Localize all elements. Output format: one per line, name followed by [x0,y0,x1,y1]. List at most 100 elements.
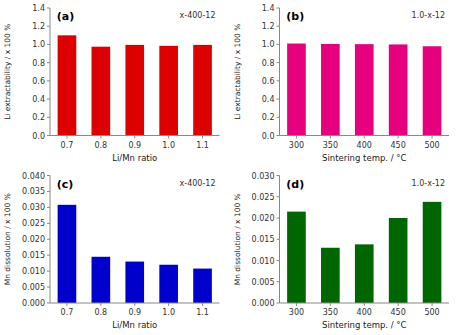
y-tick-label: 0.8 [32,59,45,68]
panel-label: (b) [286,10,304,23]
x-tick [100,136,101,139]
y-tick [277,175,280,176]
y-tick-label: 1.4 [262,4,275,13]
y-axis-line [279,8,280,136]
y-tick [47,191,50,192]
y-tick-label: 0.8 [262,59,275,68]
bar [321,44,340,136]
x-tick [66,303,67,306]
panel-label: (a) [57,10,74,23]
y-tick [47,303,50,304]
y-tick [47,117,50,118]
y-tick-label: 0.000 [252,299,275,308]
y-tick-label: 0.035 [22,187,45,196]
y-tick-label: 1.4 [32,4,45,13]
x-tick [398,303,399,306]
y-tick [277,117,280,118]
y-tick [277,44,280,45]
bar [125,262,144,303]
bar [423,46,442,135]
y-tick-label: 0.2 [262,113,275,122]
y-tick-label: 0.020 [22,235,45,244]
y-tick [277,135,280,136]
x-tick [432,136,433,139]
x-tick-label: 1.0 [162,141,175,150]
y-tick [47,26,50,27]
x-tick [364,303,365,306]
x-axis-label: Li/Mn ratio [112,320,157,330]
y-axis-label: Li extractability / x 100 % [233,24,242,120]
y-tick [277,8,280,9]
x-tick-label: 0.8 [94,308,107,317]
y-tick [47,255,50,256]
x-tick [134,303,135,306]
y-tick [277,260,280,261]
y-tick-label: 0.020 [252,214,275,223]
x-tick-label: 0.7 [61,141,74,150]
y-tick [277,303,280,304]
y-tick [277,26,280,27]
x-tick-label: 0.9 [128,141,141,150]
x-tick-label: 400 [357,141,372,150]
y-tick-label: 0.015 [252,235,275,244]
y-tick-label: 0.6 [262,77,275,86]
bar [423,202,442,303]
x-tick-label: 500 [424,308,439,317]
bar [193,45,212,136]
x-tick-label: 1.1 [196,141,209,150]
y-tick [47,207,50,208]
x-tick-label: 1.0 [162,308,175,317]
panel: 0.0000.0050.0100.0150.0200.0250.0300.035… [3,172,220,331]
y-axis-line [50,8,51,136]
x-tick [168,136,169,139]
y-tick-label: 1.2 [262,22,275,31]
x-tick [296,136,297,139]
x-axis-label: Li/Mn ratio [112,153,157,163]
x-tick-label: 1.1 [196,308,209,317]
x-tick [330,303,331,306]
panel-label: (d) [286,178,304,191]
y-axis-label: Mn dissolution / x 100 % [233,193,242,285]
bars [58,35,212,135]
y-tick-label: 0.040 [22,172,45,181]
y-tick [277,218,280,219]
y-tick-label: 0.0 [32,132,45,141]
bar [92,47,111,136]
x-tick-label: 300 [289,141,304,150]
x-tick [202,303,203,306]
y-tick [277,80,280,81]
y-tick [47,175,50,176]
y-tick-label: 0.015 [22,251,45,260]
panel: 0.00.20.40.60.81.01.21.40.70.80.91.01.1L… [3,4,220,163]
bar [125,45,144,136]
bar [355,244,374,303]
panel: 0.0000.0050.0100.0150.0200.0250.03030035… [233,172,450,331]
y-tick-label: 0.025 [22,219,45,228]
annotation: x-400-12 [180,11,216,20]
bar [193,269,212,303]
panel-label: (c) [57,178,74,191]
x-tick [330,136,331,139]
annotation: x-400-12 [180,179,216,188]
y-axis-label: Mn dissolution / x 100 % [3,193,12,285]
y-tick [47,223,50,224]
y-tick-label: 0.005 [252,278,275,287]
x-tick [134,136,135,139]
x-tick [364,136,365,139]
bar [355,44,374,135]
y-tick [277,239,280,240]
panel: 0.00.20.40.60.81.01.21.4300350400450500S… [233,4,450,163]
x-tick [432,303,433,306]
y-tick-label: 0.025 [252,193,275,202]
y-tick-label: 0.030 [22,203,45,212]
bar [389,44,408,135]
x-tick-label: 450 [391,141,406,150]
y-tick-label: 1.0 [32,40,45,49]
bars [287,44,441,136]
x-tick-label: 500 [424,141,439,150]
bar [321,248,340,303]
y-tick [277,99,280,100]
y-tick [277,62,280,63]
y-axis-label: Li extractability / x 100 % [3,24,12,120]
y-tick-label: 0.2 [32,113,45,122]
